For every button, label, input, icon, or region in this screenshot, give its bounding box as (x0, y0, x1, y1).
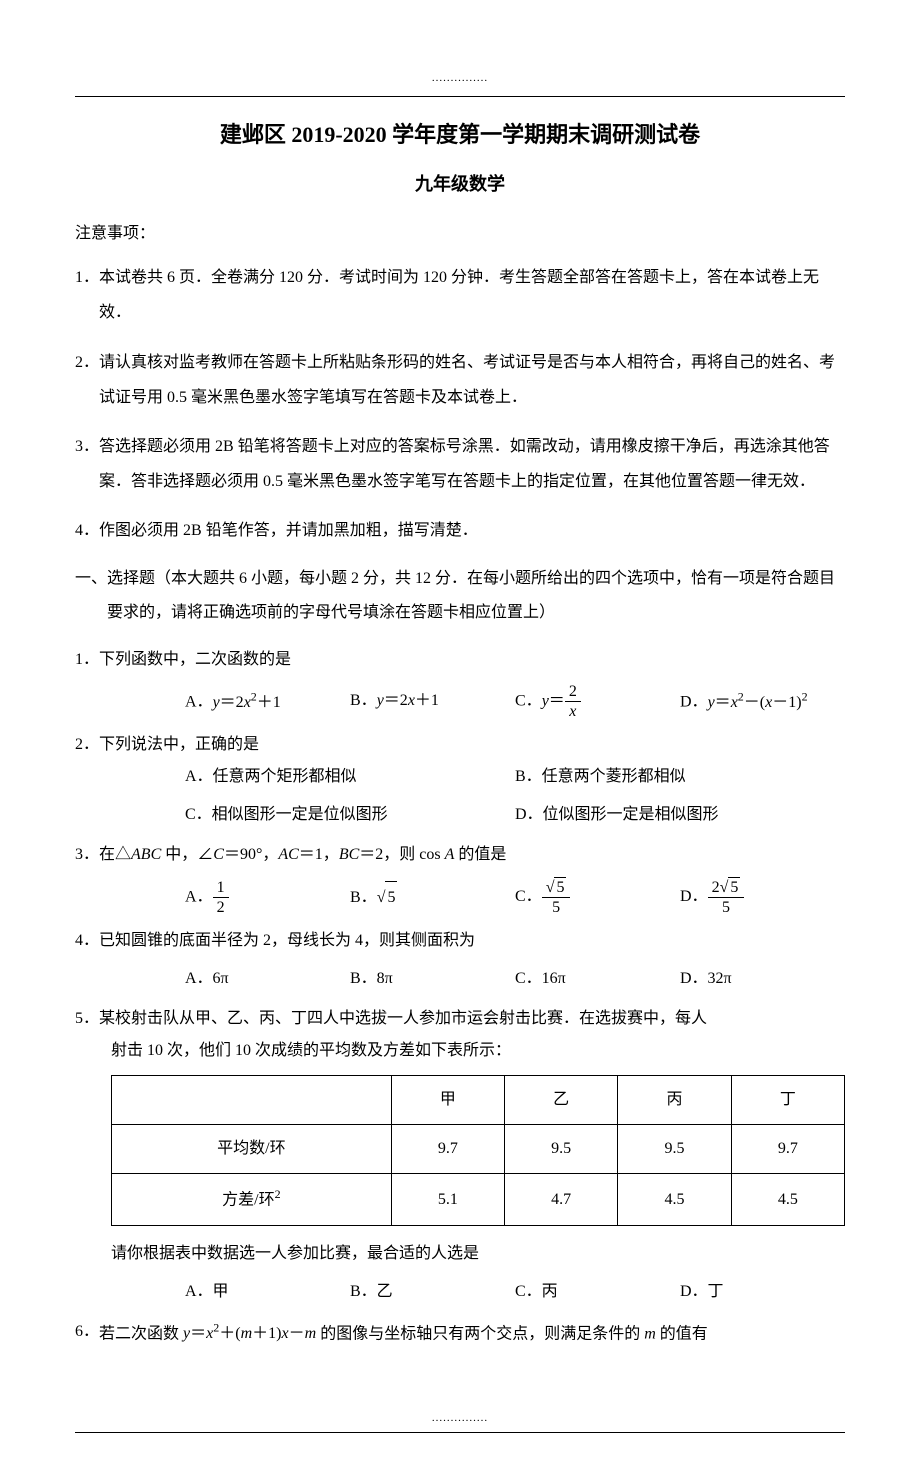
page-subtitle: 九年级数学 (75, 170, 845, 199)
q2-num: 2． (75, 729, 99, 761)
question-4: 4． 已知圆锥的底面半径为 2，母线长为 4，则其侧面积为 A．6π B．8π … (75, 925, 845, 995)
cell: 9.7 (391, 1125, 504, 1174)
th-blank (112, 1076, 392, 1125)
notice-label: 注意事项： (75, 221, 845, 247)
notice-num: 1． (75, 260, 99, 330)
q1-opt-a: A．y＝2x2＋1 (185, 684, 350, 718)
notice-num: 2． (75, 345, 99, 415)
q5-table: 甲 乙 丙 丁 平均数/环 9.7 9.5 9.5 9.7 方差/环2 5.1 … (111, 1075, 845, 1225)
question-1: 1． 下列函数中，二次函数的是 A．y＝2x2＋1 B．y＝2x＋1 C．y＝2… (75, 644, 845, 721)
notice-num: 4． (75, 513, 99, 548)
q4-options: A．6π B．8π C．16π D．32π (75, 963, 845, 995)
q2-opt-a: A．任意两个矩形都相似 (185, 761, 515, 793)
q3-opt-a: A．12 (185, 878, 350, 917)
cell: 9.5 (505, 1125, 618, 1174)
q1-opt-d: D．y＝x2－(x－1)2 (680, 684, 845, 718)
q2-opt-d: D．位似图形一定是相似图形 (515, 799, 845, 831)
cell: 4.5 (731, 1174, 844, 1225)
q5-text2: 射击 10 次，他们 10 次成绩的平均数及方差如下表所示： (75, 1035, 845, 1067)
q5-text3: 请你根据表中数据选一人参加比赛，最合适的人选是 (75, 1238, 845, 1270)
bottom-dots: ............... (75, 1410, 845, 1428)
q4-opt-d: D．32π (680, 963, 845, 995)
q1-opt-c: C．y＝2x (515, 682, 680, 721)
table-row-mean: 平均数/环 9.7 9.5 9.5 9.7 (112, 1125, 845, 1174)
q2-opt-b: B．任意两个菱形都相似 (515, 761, 845, 793)
q5-text1: 某校射击队从甲、乙、丙、丁四人中选拔一人参加市运会射击比赛．在选拔赛中，每人 (99, 1003, 845, 1035)
q1-num: 1． (75, 644, 99, 676)
q6-text: 若二次函数 y＝x2＋(m＋1)x－m 的图像与坐标轴只有两个交点，则满足条件的… (99, 1316, 845, 1350)
cell: 4.5 (618, 1174, 731, 1225)
q3-options: A．12 B．√5 C．√55 D．2√55 (75, 877, 845, 917)
notice-item-1: 1． 本试卷共 6 页．全卷满分 120 分．考试时间为 120 分钟．考生答题… (75, 260, 845, 330)
th-bing: 丙 (618, 1076, 731, 1125)
top-rule (75, 96, 845, 97)
notice-item-4: 4． 作图必须用 2B 铅笔作答，并请加黑加粗，描写清楚． (75, 513, 845, 548)
cell: 5.1 (391, 1174, 504, 1225)
bottom-rule (75, 1432, 845, 1433)
q3-text: 在△ABC 中，∠C＝90°，AC＝1，BC＝2，则 cos A 的值是 (99, 839, 845, 871)
q3-num: 3． (75, 839, 99, 871)
q3-opt-c: C．√55 (515, 877, 680, 917)
cell: 4.7 (505, 1174, 618, 1225)
th-yi: 乙 (505, 1076, 618, 1125)
section-num: 一、 (75, 562, 107, 629)
q3-opt-d: D．2√55 (680, 877, 845, 917)
q4-opt-b: B．8π (350, 963, 515, 995)
q1-text: 下列函数中，二次函数的是 (99, 644, 845, 676)
cell: 9.7 (731, 1125, 844, 1174)
question-6: 6． 若二次函数 y＝x2＋(m＋1)x－m 的图像与坐标轴只有两个交点，则满足… (75, 1316, 845, 1350)
q5-num: 5． (75, 1003, 99, 1035)
notice-item-2: 2． 请认真核对监考教师在答题卡上所粘贴条形码的姓名、考试证号是否与本人相符合，… (75, 345, 845, 415)
q4-text: 已知圆锥的底面半径为 2，母线长为 4，则其侧面积为 (99, 925, 845, 957)
question-2: 2． 下列说法中，正确的是 A．任意两个矩形都相似 B．任意两个菱形都相似 C．… (75, 729, 845, 831)
q6-num: 6． (75, 1316, 99, 1350)
q1-opt-b: B．y＝2x＋1 (350, 685, 515, 717)
row2-label: 方差/环2 (112, 1174, 392, 1225)
section-text: 选择题（本大题共 6 小题，每小题 2 分，共 12 分．在每小题所给出的四个选… (107, 562, 845, 629)
question-5: 5． 某校射击队从甲、乙、丙、丁四人中选拔一人参加市运会射击比赛．在选拔赛中，每… (75, 1003, 845, 1307)
row1-label: 平均数/环 (112, 1125, 392, 1174)
q1-options: A．y＝2x2＋1 B．y＝2x＋1 C．y＝2x D．y＝x2－(x－1)2 (75, 682, 845, 721)
table-row-variance: 方差/环2 5.1 4.7 4.5 4.5 (112, 1174, 845, 1225)
notice-text: 请认真核对监考教师在答题卡上所粘贴条形码的姓名、考试证号是否与本人相符合，再将自… (99, 345, 845, 415)
question-3: 3． 在△ABC 中，∠C＝90°，AC＝1，BC＝2，则 cos A 的值是 … (75, 839, 845, 917)
notice-text: 本试卷共 6 页．全卷满分 120 分．考试时间为 120 分钟．考生答题全部答… (99, 260, 845, 330)
th-jia: 甲 (391, 1076, 504, 1125)
th-ding: 丁 (731, 1076, 844, 1125)
q2-options: A．任意两个矩形都相似 B．任意两个菱形都相似 C．相似图形一定是位似图形 D．… (75, 761, 845, 831)
top-dots: ............... (75, 70, 845, 88)
notice-text: 答选择题必须用 2B 铅笔将答题卡上对应的答案标号涂黑．如需改动，请用橡皮擦干净… (99, 429, 845, 499)
notice-num: 3． (75, 429, 99, 499)
notice-text: 作图必须用 2B 铅笔作答，并请加黑加粗，描写清楚． (99, 513, 845, 548)
page-title: 建邺区 2019-2020 学年度第一学期期末调研测试卷 (75, 117, 845, 152)
notice-item-3: 3． 答选择题必须用 2B 铅笔将答题卡上对应的答案标号涂黑．如需改动，请用橡皮… (75, 429, 845, 499)
table-header-row: 甲 乙 丙 丁 (112, 1076, 845, 1125)
q4-opt-c: C．16π (515, 963, 680, 995)
q3-opt-b: B．√5 (350, 881, 515, 914)
cell: 9.5 (618, 1125, 731, 1174)
q4-num: 4． (75, 925, 99, 957)
section-1-header: 一、 选择题（本大题共 6 小题，每小题 2 分，共 12 分．在每小题所给出的… (75, 562, 845, 629)
q2-text: 下列说法中，正确的是 (99, 729, 845, 761)
q2-opt-c: C．相似图形一定是位似图形 (185, 799, 515, 831)
q4-opt-a: A．6π (185, 963, 350, 995)
